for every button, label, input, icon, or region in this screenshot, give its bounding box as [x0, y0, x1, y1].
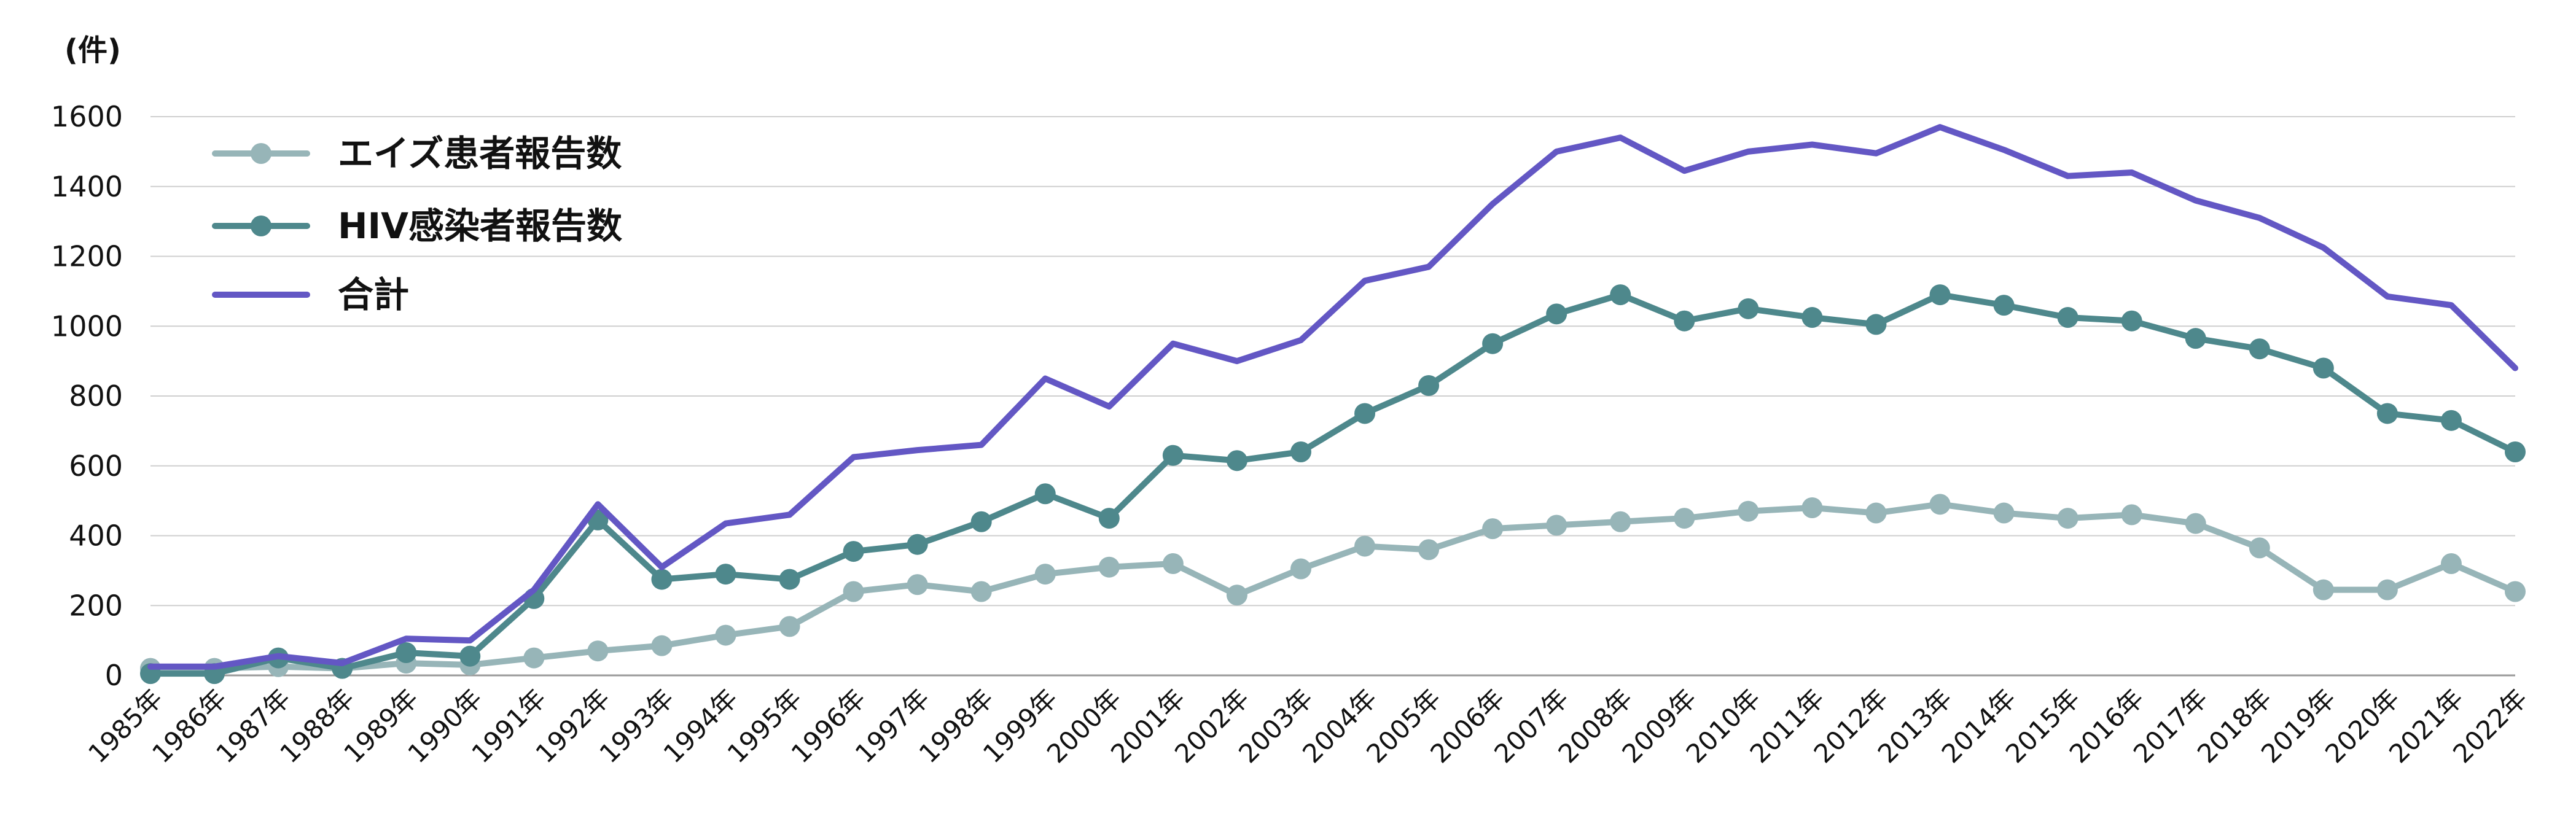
data-point — [715, 624, 736, 646]
data-point — [2249, 537, 2270, 559]
data-point — [1929, 284, 1951, 306]
series-line — [147, 501, 2518, 672]
data-point — [1738, 298, 1759, 319]
data-point — [1290, 558, 1311, 580]
y-axis: 0 200 400 600 800 1000 1200 1400 1600 — [51, 100, 123, 692]
data-point — [1801, 307, 1823, 328]
data-point — [1738, 500, 1759, 522]
data-point — [1098, 556, 1120, 578]
data-point — [651, 569, 673, 590]
data-point — [1226, 584, 1247, 606]
data-point — [1993, 502, 2015, 524]
data-point — [2376, 579, 2398, 600]
data-point — [2185, 328, 2206, 349]
legend-label: 合計 — [338, 274, 409, 316]
data-point — [1354, 403, 1376, 424]
data-point — [1034, 483, 1056, 505]
data-point — [523, 647, 545, 669]
legend-label: エイズ患者報告数 — [338, 133, 622, 174]
data-point — [2185, 513, 2206, 534]
y-tick-label: 600 — [69, 449, 123, 483]
data-point — [2121, 310, 2142, 332]
legend-item: エイズ患者報告数 — [212, 133, 622, 174]
legend-marker — [251, 143, 271, 164]
data-point — [715, 564, 736, 585]
legend-item: 合計 — [212, 274, 409, 316]
series-line — [147, 124, 2518, 670]
data-point — [2376, 403, 2398, 424]
y-tick-label: 800 — [69, 379, 123, 413]
series-line — [147, 292, 2518, 677]
x-axis: 1985年1986年1987年1988年1989年1990年1991年1992年… — [82, 683, 2533, 769]
data-point — [907, 574, 928, 596]
y-tick-label: 1400 — [51, 170, 123, 203]
data-point — [1546, 303, 1567, 325]
data-point — [2313, 579, 2334, 600]
data-point — [2313, 357, 2334, 379]
data-point — [1482, 333, 1504, 354]
data-point — [396, 642, 417, 664]
series-layer — [140, 124, 2526, 685]
data-point — [1610, 511, 1631, 532]
legend-item: HIV感染者報告数 — [212, 205, 622, 247]
data-point — [1674, 310, 1695, 332]
data-point — [843, 541, 864, 562]
data-point — [1418, 539, 1440, 561]
data-point — [1865, 502, 1887, 524]
data-point — [1546, 515, 1567, 536]
data-point — [1034, 564, 1056, 585]
y-tick-label: 1000 — [51, 309, 123, 343]
data-point — [2440, 553, 2462, 574]
data-point — [1993, 295, 2015, 316]
data-point — [843, 581, 864, 602]
data-point — [1801, 497, 1823, 518]
series-0 — [140, 494, 2526, 679]
legend-label: HIV感染者報告数 — [338, 205, 622, 247]
data-point — [651, 635, 673, 656]
data-point — [1162, 553, 1184, 574]
data-point — [1418, 375, 1440, 396]
data-point — [779, 616, 800, 637]
data-point — [587, 640, 609, 662]
data-point — [459, 645, 481, 667]
gridlines — [150, 116, 2515, 677]
y-tick-label: 400 — [69, 519, 123, 553]
data-point — [1865, 314, 1887, 335]
data-point — [2121, 504, 2142, 526]
data-point — [1162, 445, 1184, 466]
unit-label: (件) — [64, 33, 121, 68]
data-point — [2440, 410, 2462, 431]
data-point — [2057, 307, 2078, 328]
legend-marker — [251, 216, 271, 236]
data-point — [1226, 450, 1247, 472]
data-point — [1482, 518, 1504, 540]
y-tick-label: 1600 — [51, 100, 123, 133]
data-point — [1354, 535, 1376, 557]
y-tick-label: 0 — [105, 659, 123, 692]
data-point — [1674, 508, 1695, 529]
data-point — [970, 511, 992, 532]
y-tick-label: 200 — [69, 589, 123, 622]
data-point — [2505, 581, 2526, 602]
data-point — [2249, 338, 2270, 360]
series-1 — [140, 284, 2526, 685]
series-2 — [147, 124, 2518, 670]
data-point — [2057, 508, 2078, 529]
y-tick-label: 1200 — [51, 240, 123, 273]
data-point — [907, 534, 928, 555]
data-point — [779, 569, 800, 590]
data-point — [2505, 441, 2526, 462]
data-point — [1098, 508, 1120, 529]
data-point — [1290, 441, 1311, 462]
data-point — [1929, 494, 1951, 515]
data-point — [970, 581, 992, 602]
data-point — [1610, 284, 1631, 306]
